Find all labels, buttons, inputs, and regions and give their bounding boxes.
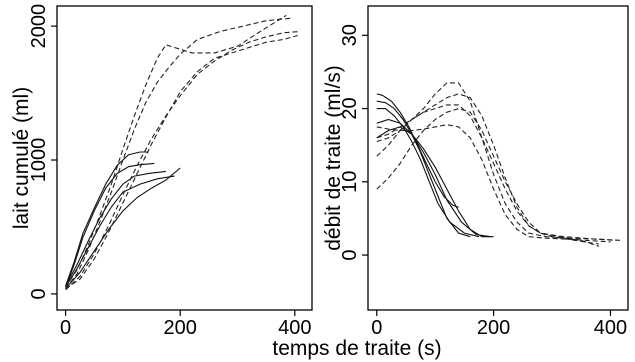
solid-series-line-2 xyxy=(65,162,155,288)
solid-series-line-2 xyxy=(376,100,471,238)
dashed-series-line-8 xyxy=(65,30,301,291)
solid-series-line-5 xyxy=(65,167,181,289)
y-axis-label: débit de traite (ml/s) xyxy=(322,65,345,251)
solid-series-line-3 xyxy=(65,170,166,287)
series-group xyxy=(376,82,623,247)
y-tick-label: 0 xyxy=(28,288,50,299)
solid-series-line-3 xyxy=(376,108,480,238)
y-axis-label: lait cumulé (ml) xyxy=(10,87,33,229)
dashed-series-line-9 xyxy=(65,34,298,290)
y-tick-label: 20 xyxy=(339,97,361,119)
x-tick-label: 200 xyxy=(164,317,197,339)
x-tick-label: 0 xyxy=(60,317,71,339)
x-axis-ticks: 0 200 400 xyxy=(60,310,311,339)
dashed-series-line-9 xyxy=(376,108,599,247)
x-tick-label: 200 xyxy=(477,317,510,339)
panel-cumulative-milk: 0 200 400 0 1000 2000 lait cumulé (ml) xyxy=(10,4,313,339)
y-tick-label: 2000 xyxy=(28,4,50,49)
solid-series-line-4 xyxy=(65,175,175,288)
plot-frame xyxy=(367,5,629,311)
y-tick-label: 10 xyxy=(339,171,361,193)
x-tick-label: 0 xyxy=(371,317,382,339)
x-tick-label: 400 xyxy=(278,317,311,339)
x-axis-ticks: 0 200 400 xyxy=(371,310,627,339)
series-group xyxy=(65,14,301,291)
x-tick-label: 400 xyxy=(594,317,627,339)
panel-flow-rate: 0 200 400 0 10 20 30 débit de traite (ml/s) xyxy=(322,5,629,339)
solid-series-line-1 xyxy=(65,151,149,287)
plot-frame xyxy=(56,5,313,311)
y-axis-ticks: 0 10 20 30 xyxy=(339,24,368,261)
y-tick-label: 1000 xyxy=(28,138,50,183)
x-axis-label: temps de traite (s) xyxy=(272,337,441,360)
dashed-series-line-7 xyxy=(65,17,292,289)
y-axis-ticks: 0 1000 2000 xyxy=(28,4,57,299)
y-tick-label: 30 xyxy=(339,24,361,46)
y-tick-label: 0 xyxy=(339,249,361,260)
solid-series-line-4 xyxy=(376,126,494,238)
dashed-series-line-10 xyxy=(376,93,623,241)
dashed-series-line-6 xyxy=(65,14,287,288)
solid-series-line-5 xyxy=(376,118,491,238)
dashed-series-line-6 xyxy=(376,124,611,243)
dashed-series-line-7 xyxy=(376,82,617,241)
